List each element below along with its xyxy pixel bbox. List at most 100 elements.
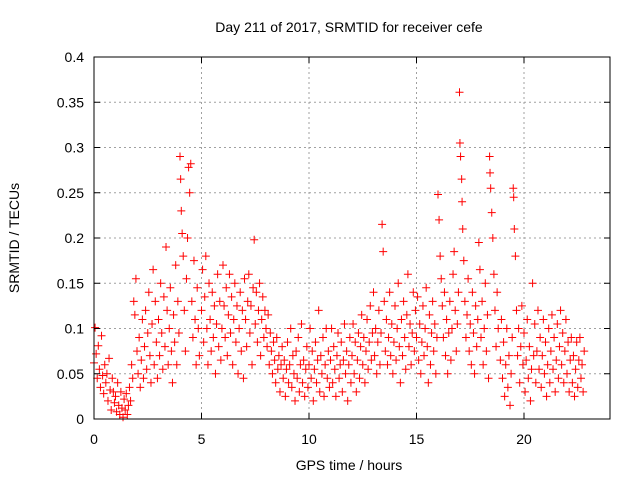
data-point (164, 360, 173, 369)
data-point (213, 270, 222, 279)
data-point (301, 365, 310, 374)
data-point (449, 270, 458, 279)
data-point (443, 369, 452, 378)
data-point (328, 378, 337, 387)
data-point (445, 297, 454, 306)
data-point (549, 365, 558, 374)
data-point (239, 374, 248, 383)
data-point (363, 315, 372, 324)
data-point (284, 378, 293, 387)
data-point (391, 301, 399, 310)
data-point (578, 360, 587, 369)
data-point (248, 360, 257, 369)
data-point (551, 387, 560, 396)
data-point (182, 274, 191, 283)
data-point (300, 392, 309, 401)
data-point (552, 356, 561, 365)
data-point (514, 324, 523, 333)
data-point (320, 392, 329, 401)
y-tick-label: 0.25 (57, 185, 84, 201)
data-point (375, 360, 384, 369)
data-point (555, 342, 564, 351)
data-point (271, 378, 280, 387)
data-point (343, 396, 352, 405)
data-point (446, 356, 455, 365)
data-point (113, 378, 122, 387)
data-point (231, 338, 240, 347)
data-point (387, 319, 396, 328)
data-point (507, 369, 516, 378)
data-point (125, 383, 134, 392)
data-point (230, 279, 239, 288)
data-point (313, 356, 322, 365)
data-point (198, 265, 207, 274)
data-point (187, 297, 196, 306)
data-point (244, 270, 253, 279)
data-point (106, 386, 115, 395)
data-point (193, 283, 202, 292)
data-point (138, 315, 147, 324)
data-point (463, 310, 472, 319)
data-point (434, 190, 442, 199)
data-point (458, 197, 467, 206)
data-point (150, 360, 159, 369)
data-point (146, 378, 155, 387)
data-point (490, 306, 499, 315)
data-point (506, 401, 515, 410)
data-point (503, 383, 512, 392)
data-point (383, 360, 392, 369)
data-point (292, 347, 301, 356)
y-tick-label: 0.2 (65, 230, 85, 246)
data-point (249, 283, 258, 292)
data-point (397, 315, 406, 324)
data-point (413, 292, 422, 301)
data-point (451, 306, 460, 315)
data-point (488, 234, 497, 242)
y-tick-label: 0 (76, 411, 84, 427)
data-point (156, 279, 165, 288)
data-point (346, 378, 355, 387)
data-point (561, 315, 570, 324)
data-point (172, 360, 181, 369)
data-point (178, 229, 187, 238)
data-point (563, 369, 571, 378)
data-point (574, 356, 583, 365)
data-point (349, 319, 358, 328)
x-tick-label: 5 (198, 431, 206, 447)
data-point (160, 342, 169, 351)
data-point (368, 329, 377, 338)
data-point (526, 396, 535, 405)
data-point (380, 297, 389, 306)
data-point (192, 360, 201, 369)
data-point (515, 378, 524, 387)
data-point (537, 383, 546, 392)
data-point (221, 333, 230, 342)
data-point (197, 306, 206, 315)
data-point (400, 333, 409, 342)
data-point (310, 365, 319, 374)
data-point (151, 297, 160, 306)
data-point (255, 279, 264, 288)
data-point (354, 329, 363, 338)
data-point (486, 184, 495, 193)
data-point (124, 401, 133, 410)
data-point (460, 297, 469, 306)
data-point (483, 310, 492, 319)
data-point (373, 338, 382, 347)
data-point (137, 356, 146, 365)
data-point (337, 338, 346, 347)
data-point (250, 235, 259, 244)
data-point (358, 360, 367, 369)
data-point (133, 347, 141, 356)
data-point (496, 356, 505, 365)
data-point (547, 310, 556, 319)
data-point (450, 247, 459, 256)
data-point (447, 324, 456, 333)
data-point (215, 297, 224, 306)
data-point (173, 297, 182, 306)
data-point (139, 374, 148, 383)
data-point (295, 387, 304, 396)
data-point (321, 360, 330, 369)
data-point (502, 324, 511, 333)
